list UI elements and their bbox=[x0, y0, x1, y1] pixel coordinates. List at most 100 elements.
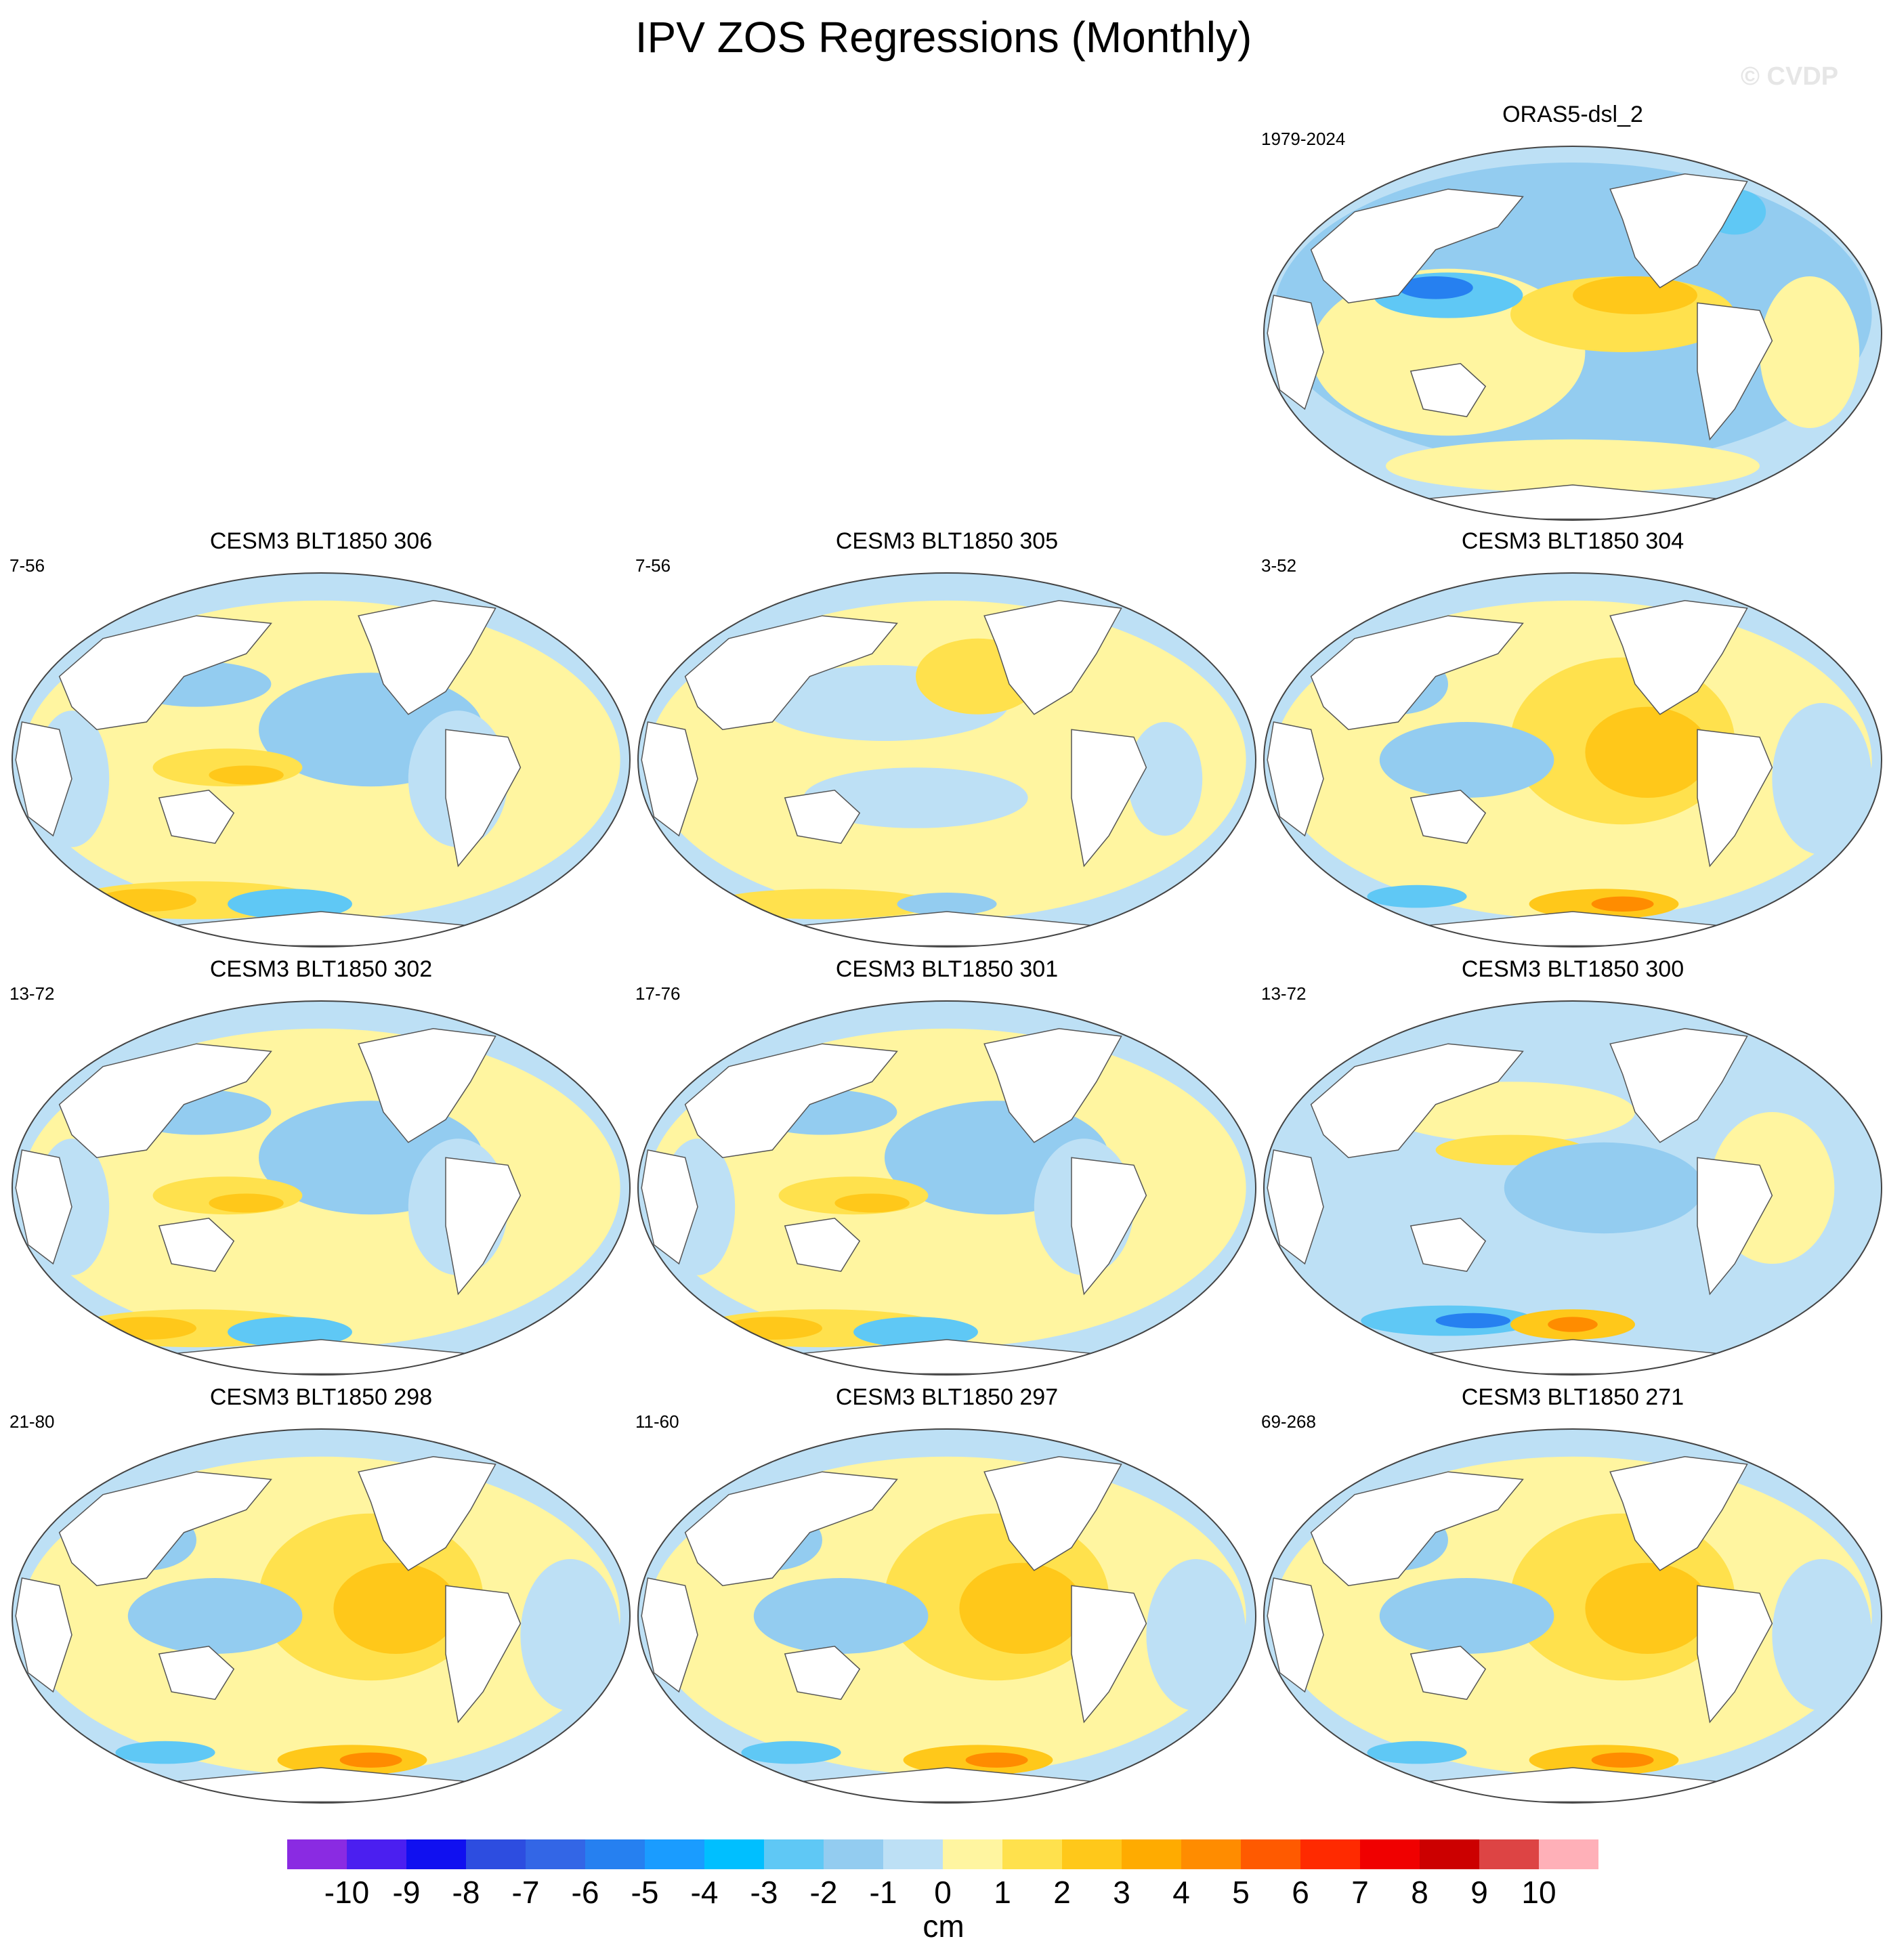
colorbar-tick-label: -3 bbox=[750, 1875, 778, 1910]
panel-period: 13-72 bbox=[1261, 983, 1307, 1004]
land-mass bbox=[1697, 1585, 1773, 1724]
panel-period: 11-60 bbox=[635, 1411, 679, 1432]
colorbar-swatch bbox=[883, 1839, 943, 1869]
panel-period: 7-56 bbox=[635, 555, 671, 576]
anomaly-region bbox=[1146, 1559, 1246, 1711]
anomaly-region bbox=[1367, 885, 1467, 908]
panel-title: CESM3 BLT1850 302 bbox=[209, 956, 433, 982]
land-mass bbox=[1310, 1471, 1524, 1586]
colorbar-swatch bbox=[347, 1839, 406, 1869]
map-panel-m298: CESM3 BLT1850 298 21-80 bbox=[9, 1384, 633, 1811]
panel-title: CESM3 BLT1850 298 bbox=[209, 1384, 433, 1410]
land-mass bbox=[641, 721, 698, 837]
anomaly-region bbox=[1591, 896, 1654, 912]
land-mass bbox=[1071, 729, 1147, 868]
land-mass bbox=[1697, 1157, 1773, 1296]
panel-period: 3-52 bbox=[1261, 555, 1297, 576]
land-mass bbox=[15, 1149, 72, 1265]
anomaly-region bbox=[1772, 703, 1872, 855]
land-mass bbox=[784, 1218, 861, 1273]
panel-title: CESM3 BLT1850 300 bbox=[1461, 956, 1684, 982]
land-mass bbox=[1609, 1028, 1748, 1143]
world-map bbox=[1263, 146, 1882, 521]
land-mass bbox=[358, 600, 496, 715]
land-mass bbox=[445, 729, 522, 868]
colorbar-swatch bbox=[1241, 1839, 1300, 1869]
watermark: © CVDP bbox=[1741, 62, 1839, 91]
land-mass bbox=[1267, 721, 1324, 837]
colorbar-tick-label: -5 bbox=[631, 1875, 659, 1910]
colorbar-tick-label: 2 bbox=[1053, 1875, 1071, 1910]
map-border bbox=[1263, 572, 1882, 947]
colorbar-tick-label: 0 bbox=[934, 1875, 952, 1910]
panel-title: CESM3 BLT1850 301 bbox=[835, 956, 1059, 982]
anomaly-region bbox=[96, 889, 196, 912]
land-mass bbox=[1409, 1646, 1487, 1701]
colorbar-units: cm bbox=[923, 1909, 964, 1944]
anomaly-region bbox=[115, 1741, 215, 1764]
map-panel-m301: CESM3 BLT1850 301 17-76 bbox=[635, 956, 1258, 1383]
colorbar-tick-label: -7 bbox=[512, 1875, 540, 1910]
colorbar-tick-label: 4 bbox=[1172, 1875, 1190, 1910]
world-map bbox=[637, 572, 1256, 947]
colorbar-tick-label: 5 bbox=[1232, 1875, 1250, 1910]
colorbar-swatch bbox=[1300, 1839, 1360, 1869]
map-panel-m271: CESM3 BLT1850 271 69-268 bbox=[1261, 1384, 1884, 1811]
world-map bbox=[637, 1428, 1256, 1804]
land-mass bbox=[158, 1646, 235, 1701]
anomaly-region bbox=[1573, 276, 1697, 314]
land-mass bbox=[684, 1471, 898, 1586]
colorbar-swatch bbox=[466, 1839, 526, 1869]
map-border bbox=[1263, 1000, 1882, 1376]
panel-title: CESM3 BLT1850 271 bbox=[1461, 1384, 1684, 1410]
colorbar-swatch bbox=[287, 1839, 347, 1869]
anomaly-region bbox=[1379, 1578, 1554, 1654]
land-mass bbox=[58, 1471, 272, 1586]
map-panel-m305: CESM3 BLT1850 305 7-56 bbox=[635, 528, 1258, 955]
anomaly-region bbox=[96, 1317, 196, 1340]
land-mass bbox=[784, 1646, 861, 1701]
colorbar-swatch bbox=[704, 1839, 764, 1869]
land-mass bbox=[445, 1585, 522, 1724]
land-mass bbox=[641, 1577, 698, 1693]
anomaly-region bbox=[741, 1741, 841, 1764]
land-mass bbox=[358, 1028, 496, 1143]
anomaly-region bbox=[339, 1752, 402, 1768]
anomaly-region bbox=[959, 1562, 1084, 1654]
land-mass bbox=[58, 615, 272, 730]
world-map bbox=[1263, 1428, 1882, 1804]
land-mass bbox=[1609, 600, 1748, 715]
colorbar-tick-label: -2 bbox=[810, 1875, 838, 1910]
world-map bbox=[637, 1000, 1256, 1376]
land-mass bbox=[1409, 790, 1487, 845]
land-mass bbox=[1071, 1585, 1147, 1724]
colorbar-tick-label: -9 bbox=[393, 1875, 421, 1910]
anomaly-region bbox=[1386, 439, 1760, 493]
colorbar-swatch bbox=[406, 1839, 466, 1869]
colorbar-swatch bbox=[943, 1839, 1002, 1869]
land-mass bbox=[1697, 729, 1773, 868]
colorbar-swatch bbox=[1420, 1839, 1479, 1869]
colorbar-swatch bbox=[1360, 1839, 1420, 1869]
colorbar-tick-label: -10 bbox=[324, 1875, 369, 1910]
anomaly-region bbox=[722, 1317, 822, 1340]
colorbar-tick-label: 10 bbox=[1521, 1875, 1556, 1910]
anomaly-region bbox=[127, 1578, 303, 1654]
map-border bbox=[12, 572, 631, 947]
colorbar-tick-label: 7 bbox=[1351, 1875, 1369, 1910]
anomaly-region bbox=[1127, 722, 1203, 836]
anomaly-region bbox=[834, 1193, 910, 1213]
panel-period: 17-76 bbox=[635, 983, 681, 1004]
anomaly-region bbox=[1591, 1752, 1654, 1768]
colorbar-tick-label: 9 bbox=[1470, 1875, 1488, 1910]
map-panel-m302: CESM3 BLT1850 302 13-72 bbox=[9, 956, 633, 1383]
colorbar-tick-label: 6 bbox=[1292, 1875, 1309, 1910]
colorbar-swatch bbox=[645, 1839, 704, 1869]
colorbar-swatch bbox=[526, 1839, 585, 1869]
land-mass bbox=[684, 1043, 898, 1158]
land-mass bbox=[1267, 1577, 1324, 1693]
land-mass bbox=[1310, 615, 1524, 730]
world-map bbox=[12, 572, 631, 947]
colorbar-tick-label: -1 bbox=[870, 1875, 897, 1910]
